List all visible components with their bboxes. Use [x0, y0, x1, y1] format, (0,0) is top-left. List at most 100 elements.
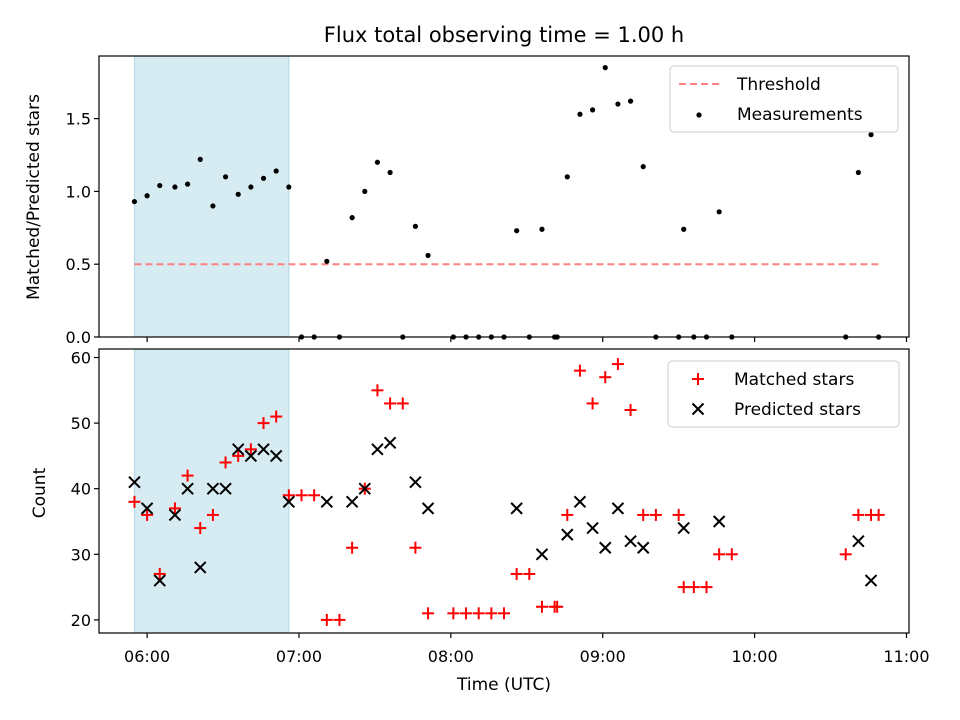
matched-star-point [244, 443, 257, 456]
measurement-point [131, 198, 138, 205]
predicted-star-point [371, 443, 384, 456]
measurement-point [855, 169, 861, 176]
bottom-y-tick-label: 20 [71, 611, 91, 630]
matched-star-point [371, 384, 384, 397]
measurement-point [349, 215, 355, 221]
predicted-star-point [358, 482, 371, 495]
matched-star-point [624, 403, 637, 416]
matched-star-point [672, 508, 685, 521]
measurement-point [716, 209, 722, 215]
chart-title: Flux total observing time = 1.00 h [324, 23, 684, 47]
measurement-point [387, 169, 393, 176]
x-tick-label: 09:00 [580, 647, 626, 666]
measurement-point [412, 223, 419, 229]
matched-star-point [523, 567, 536, 580]
measurement-point [144, 193, 150, 199]
matched-star-point [232, 449, 245, 462]
measurement-point [539, 226, 545, 232]
predicted-star-point [232, 443, 245, 456]
matched-star-point [396, 397, 409, 410]
measurement-point [374, 159, 381, 165]
x-tick-label: 11:00 [883, 647, 929, 666]
x-tick-label: 06:00 [124, 647, 170, 666]
matched-star-point [320, 613, 333, 626]
measurement-point [157, 182, 163, 189]
top-y-tick-label: 1.0 [66, 182, 91, 201]
matched-star-point [181, 469, 194, 482]
predicted-star-point [421, 502, 435, 515]
predicted-star-point [140, 502, 154, 515]
matched-star-point [852, 508, 865, 521]
matched-star-point [535, 600, 548, 613]
matched-star-point [573, 364, 586, 377]
matched-stars-points [128, 358, 885, 626]
predicted-star-point [282, 495, 296, 509]
top-y-tick-label: 0.0 [66, 328, 91, 347]
matched-star-point [872, 508, 885, 521]
top-legend-box [669, 65, 899, 133]
predicted-star-point [677, 521, 690, 535]
matched-star-point [700, 581, 713, 594]
predicted-star-point [573, 495, 587, 509]
predicted-star-point [599, 541, 612, 554]
measurement-point [235, 191, 241, 197]
legend-predicted-label: Predicted stars [734, 400, 861, 420]
matched-star-point [257, 417, 270, 430]
top-shaded-span [133, 55, 290, 338]
bottom-y-tick-label: 40 [71, 480, 91, 499]
matched-star-point [308, 489, 321, 502]
bottom-y-axis-label: Count [30, 467, 50, 518]
measurement-point [362, 188, 368, 195]
measurement-point [197, 156, 203, 162]
bottom-legend-box [667, 360, 900, 428]
predicted-star-point [320, 495, 334, 509]
measurement-point [222, 174, 229, 180]
predicted-star-point [153, 574, 166, 587]
top-y-tick-label: 1.5 [66, 110, 91, 129]
matched-star-point [586, 397, 599, 410]
predicted-star-point [586, 521, 599, 535]
predicted-star-point [168, 508, 182, 522]
matched-star-point [282, 489, 295, 502]
measurement-point [868, 132, 874, 138]
measurement-point [210, 203, 216, 209]
matched-star-point [611, 358, 624, 371]
measurement-point [602, 65, 608, 71]
measurement-point [577, 111, 583, 117]
matched-star-point [725, 548, 738, 561]
predicted-star-point [383, 436, 397, 449]
bottom-axes-frame [98, 348, 910, 634]
legend-measurements-swatch [696, 112, 702, 118]
predicted-star-point [257, 443, 270, 456]
x-tick-label: 07:00 [276, 647, 322, 666]
predicted-star-point [269, 449, 283, 463]
legend-plus-marker [692, 373, 704, 385]
legend-threshold-label: Threshold [736, 75, 821, 95]
measurement-point [273, 168, 279, 174]
matched-star-point [713, 548, 726, 561]
measurement-point [248, 184, 254, 190]
legend-matched-swatch [692, 373, 704, 385]
matched-star-point [295, 489, 308, 502]
top-y-tick-label: 0.5 [66, 255, 91, 274]
bottom-y-ticks: 20 30 40 50 60 [71, 349, 99, 630]
predicted-star-point [712, 515, 726, 528]
matched-star-point [128, 495, 141, 508]
legend-predicted-swatch [691, 402, 705, 416]
matched-star-point [141, 508, 154, 521]
bottom-y-tick-label: 30 [71, 545, 91, 564]
matched-star-point [346, 541, 359, 554]
top-y-ticks: 0.0 0.5 1.0 1.5 [66, 110, 99, 347]
measurement-point [324, 258, 330, 264]
legend-measurements-label: Measurements [737, 105, 863, 125]
matched-star-point [839, 548, 852, 561]
measurement-point [589, 107, 596, 113]
measurement-point [425, 252, 431, 259]
matched-star-point [384, 397, 397, 410]
predicted-star-point [852, 534, 865, 548]
top-panel: 0.0 0.5 1.0 1.5 Flux total observing time =… [24, 23, 910, 347]
top-legend: Threshold Measurements [669, 65, 899, 133]
legend-matched-label: Matched stars [734, 370, 854, 390]
measurement-point [184, 181, 191, 187]
predicted-star-point [181, 482, 194, 495]
